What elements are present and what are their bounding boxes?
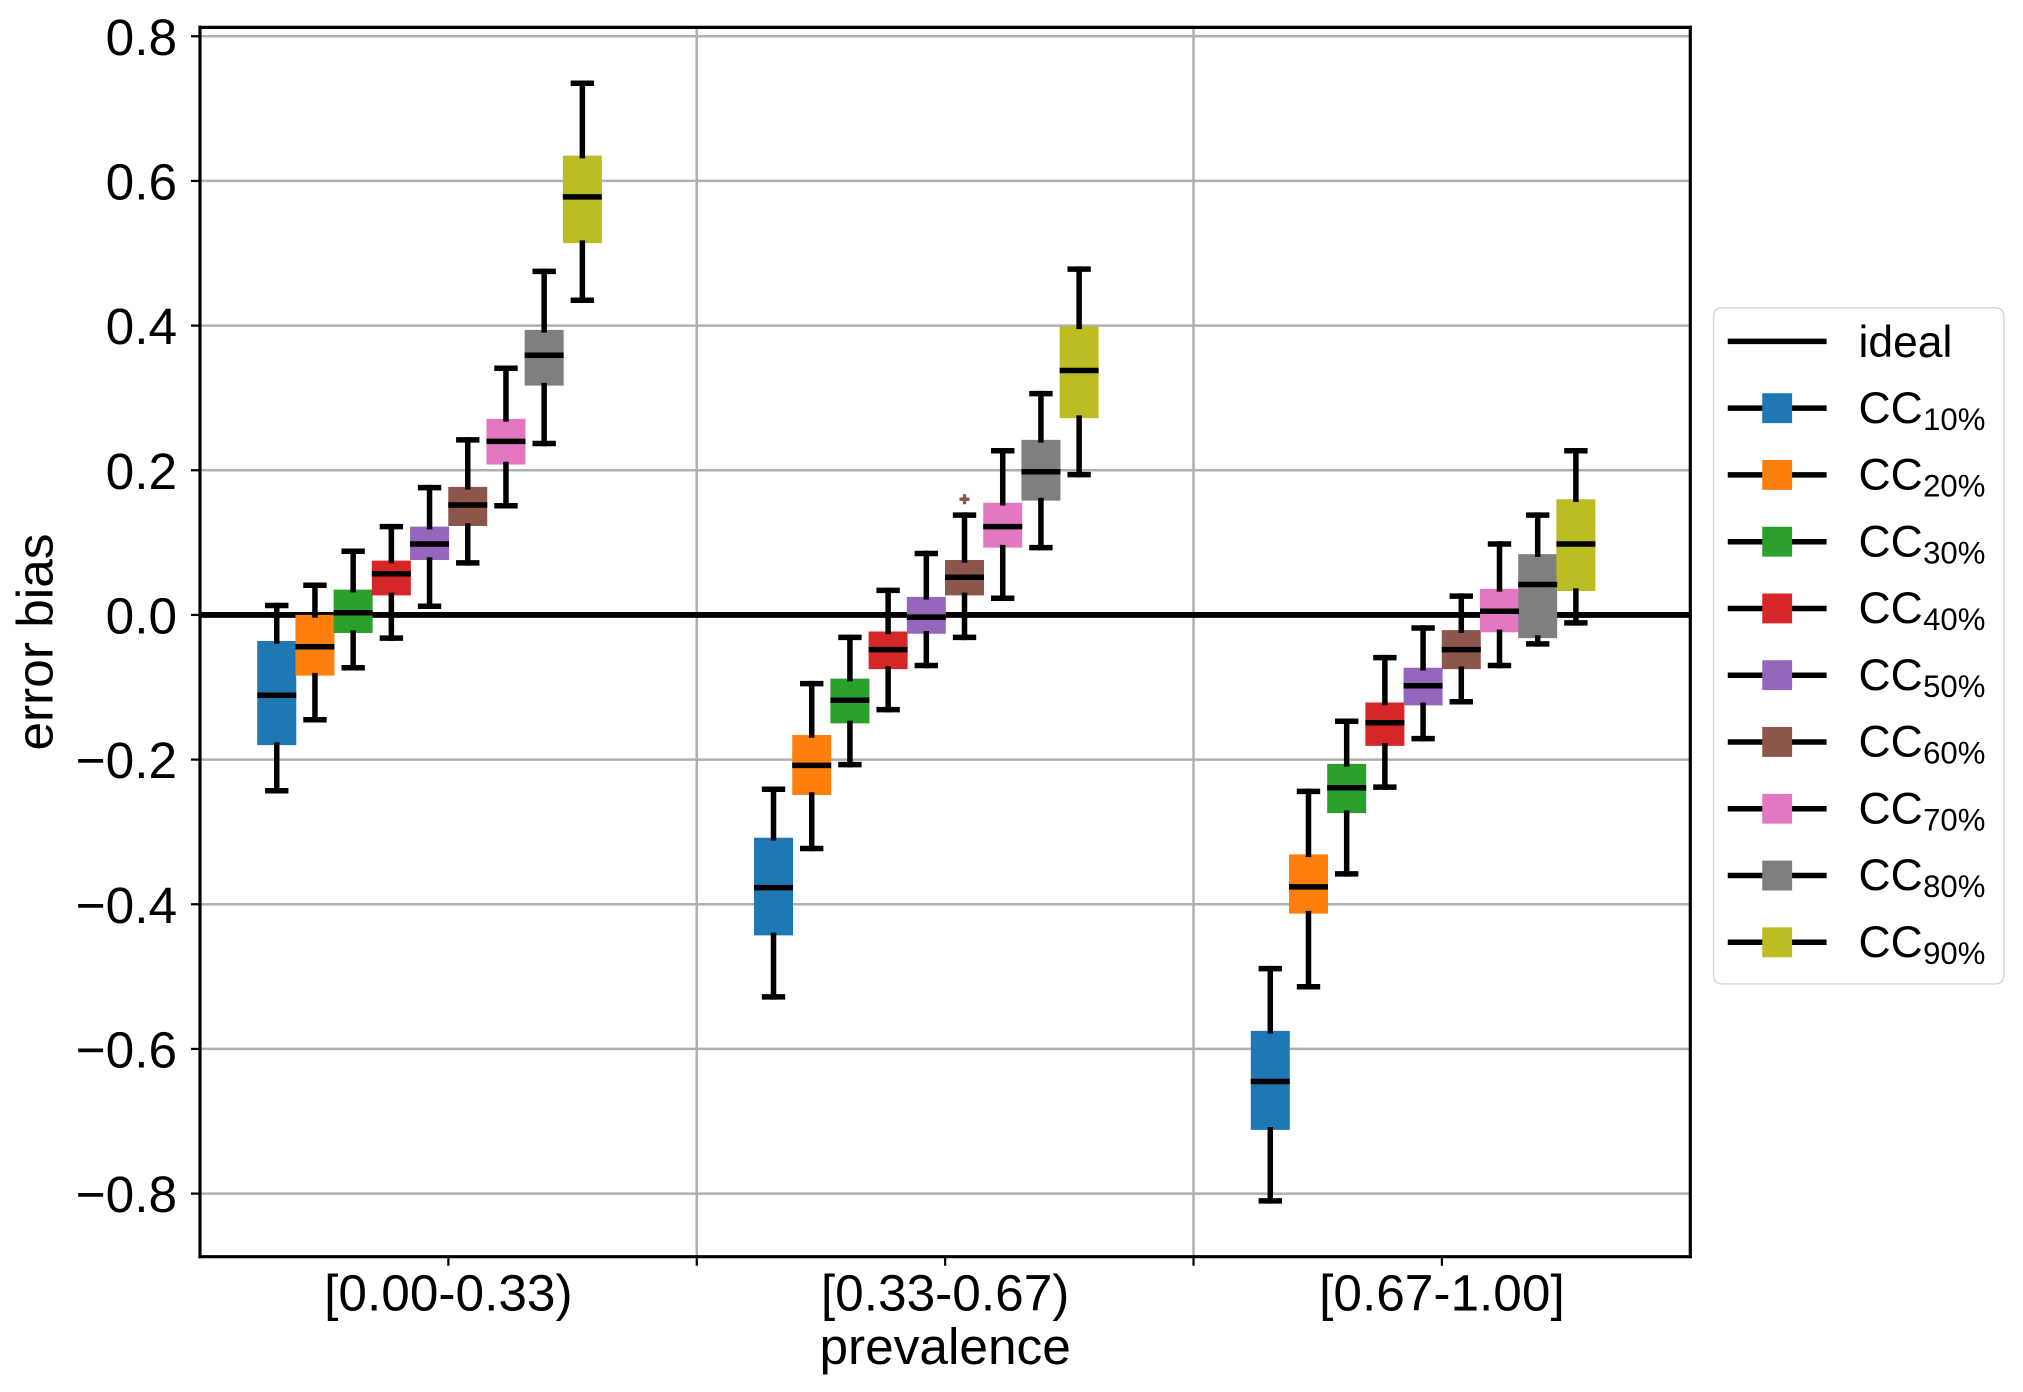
svg-text:ideal: ideal [1859,318,1953,367]
svg-text:−0.2: −0.2 [76,731,177,789]
svg-text:0.4: 0.4 [106,297,177,355]
svg-text:prevalence: prevalence [819,1317,1070,1375]
svg-text:[0.33-0.67): [0.33-0.67) [821,1264,1069,1322]
svg-text:[0.00-0.33): [0.00-0.33) [324,1264,572,1322]
svg-text:0.6: 0.6 [106,153,177,211]
svg-text:0.2: 0.2 [106,442,177,500]
svg-text:C C 9 0: C C 9 0 % [1859,918,1986,971]
svg-text:−0.4: −0.4 [76,876,177,934]
svg-text:C C 7 0: C C 7 0 % [1859,784,1986,837]
svg-text:C C 1 0: C C 1 0 % [1859,384,1986,437]
svg-text:C C 8 0: C C 8 0 % [1859,851,1986,904]
svg-text:C C 6 0: C C 6 0 % [1859,718,1986,771]
svg-text:C C 4 0: C C 4 0 % [1859,584,1986,637]
svg-text:0.0: 0.0 [106,587,177,645]
svg-text:C C 2 0: C C 2 0 % [1859,451,1986,504]
svg-text:−0.8: −0.8 [76,1165,177,1223]
svg-text:C C 3 0: C C 3 0 % [1859,517,1986,570]
svg-text:−0.6: −0.6 [76,1021,177,1079]
svg-text:error bias: error bias [5,534,63,751]
svg-text:C C 5 0: C C 5 0 % [1859,651,1986,704]
svg-text:[0.67-1.00]: [0.67-1.00] [1319,1264,1565,1322]
svg-text:0.8: 0.8 [106,8,177,66]
